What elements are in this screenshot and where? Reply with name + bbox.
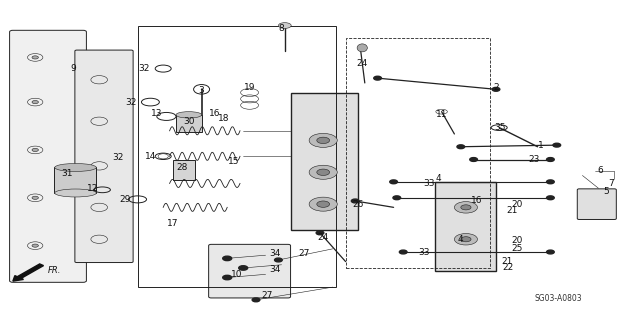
Circle shape [252,298,260,302]
Circle shape [32,100,38,104]
Ellipse shape [278,23,291,28]
FancyBboxPatch shape [209,244,291,298]
Text: 13: 13 [151,109,163,118]
Text: 18: 18 [218,114,230,122]
Text: 17: 17 [167,219,179,228]
Bar [346,38,490,268]
Text: 21: 21 [502,257,513,266]
FancyBboxPatch shape [291,93,358,230]
Circle shape [547,180,554,184]
Circle shape [32,148,38,152]
Text: 1: 1 [538,141,543,150]
Text: 26: 26 [353,200,364,209]
Circle shape [309,133,337,147]
Text: 20: 20 [511,236,523,245]
Text: 20: 20 [511,200,523,209]
Circle shape [317,169,330,175]
Circle shape [454,234,477,245]
Text: 23: 23 [529,155,540,164]
Circle shape [239,266,248,270]
Circle shape [317,201,330,207]
Text: 27: 27 [298,249,310,258]
Circle shape [275,258,282,262]
Text: FR.: FR. [48,266,61,275]
FancyBboxPatch shape [577,189,616,219]
Text: 33: 33 [419,248,430,256]
Circle shape [461,205,471,210]
Text: 24: 24 [356,59,367,68]
Ellipse shape [357,44,367,52]
Circle shape [547,250,554,254]
Text: 2: 2 [493,83,499,92]
Text: 19: 19 [244,83,255,92]
Bar [54,167,96,193]
Text: 7: 7 [609,179,614,188]
Text: 33: 33 [423,179,435,188]
Circle shape [470,158,477,161]
Text: 32: 32 [125,98,137,107]
Text: 16: 16 [209,109,220,118]
Ellipse shape [176,112,202,118]
Circle shape [223,256,232,261]
Text: 35: 35 [495,123,506,132]
Text: SG03-A0803: SG03-A0803 [534,294,582,303]
Text: 25: 25 [511,244,523,253]
Circle shape [399,250,407,254]
Text: 3: 3 [199,86,204,95]
Text: 34: 34 [269,265,281,274]
Text: 28: 28 [177,163,188,172]
Circle shape [457,145,465,149]
Circle shape [461,237,471,242]
Text: 5: 5 [604,187,609,196]
Text: 12: 12 [87,184,99,193]
FancyBboxPatch shape [435,182,496,271]
Circle shape [32,196,38,199]
Circle shape [374,76,381,80]
Text: 4: 4 [436,174,441,183]
Text: 11: 11 [436,110,447,119]
Circle shape [553,143,561,147]
FancyBboxPatch shape [10,30,86,282]
Text: 14: 14 [145,152,156,161]
Circle shape [547,196,554,200]
Text: 15: 15 [228,157,239,166]
Circle shape [32,56,38,59]
Circle shape [351,199,359,203]
FancyArrow shape [13,264,44,281]
Ellipse shape [55,163,96,172]
Text: 27: 27 [262,291,273,300]
Circle shape [32,244,38,247]
Circle shape [492,87,500,91]
Circle shape [223,275,232,280]
Text: 32: 32 [113,153,124,162]
FancyBboxPatch shape [75,50,133,263]
Bar [173,160,195,180]
Circle shape [393,196,401,200]
Text: 29: 29 [119,195,131,204]
Circle shape [547,158,554,161]
Circle shape [454,202,477,213]
Text: 24: 24 [317,233,329,242]
Text: 8: 8 [279,24,284,33]
Bar [138,26,336,287]
Bar [176,115,202,132]
Circle shape [317,137,330,144]
Circle shape [309,197,337,211]
Text: 32: 32 [138,64,150,73]
Text: 6: 6 [598,166,603,175]
Text: 16: 16 [471,197,483,205]
Ellipse shape [55,189,96,197]
Text: 30: 30 [183,117,195,126]
Text: 9: 9 [71,64,76,73]
Circle shape [390,180,397,184]
Text: 21: 21 [506,206,518,215]
Text: 4: 4 [458,235,463,244]
Text: 22: 22 [502,263,513,272]
Text: 31: 31 [61,169,73,178]
Circle shape [309,165,337,179]
Text: 34: 34 [269,249,281,258]
Circle shape [316,231,324,235]
Text: 10: 10 [231,270,243,279]
